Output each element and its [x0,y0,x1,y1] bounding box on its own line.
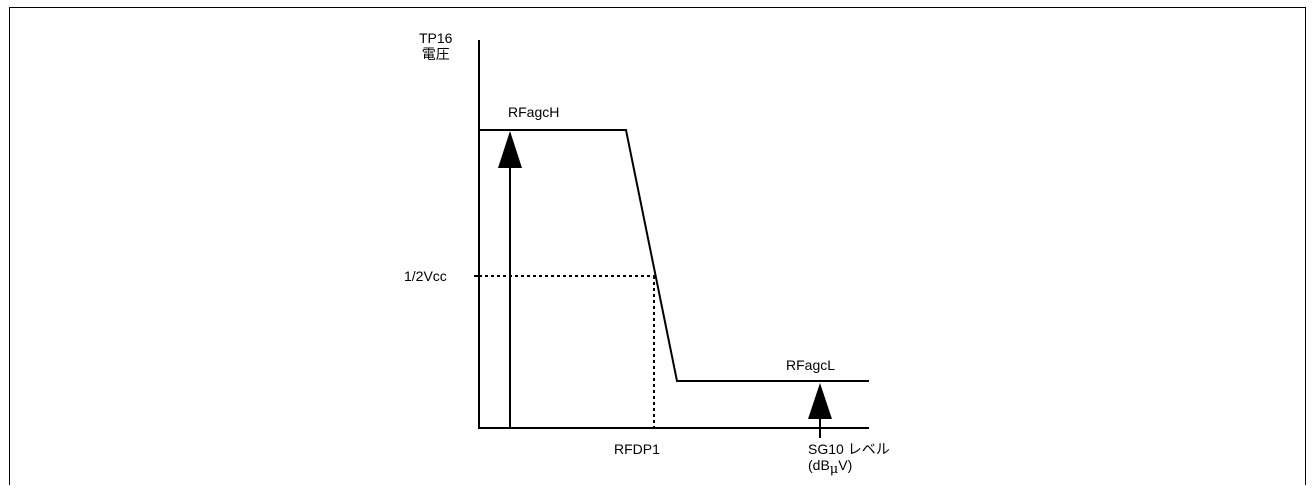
diagram-frame [9,7,1306,485]
y-axis-label: TP16 電圧 [419,30,452,62]
rfagcl-label: RFagcL [786,357,836,373]
rfdp1-label: RFDP1 [614,441,660,457]
rfagch-arrow-head [498,131,522,168]
x-axis-label-line2: (dBμV) [808,457,890,478]
x-axis-unit-mu: μ [829,462,839,477]
y-axis-label-line1: TP16 [419,30,453,46]
agc-curve [479,129,869,382]
half-vcc-label: 1/2Vcc [404,268,447,284]
x-axis-label: SG10 レベル (dBμV) [808,441,890,478]
y-axis-label-line2: 電圧 [421,46,450,62]
x-axis-unit-pre: (dB [808,457,830,473]
x-axis-label-line1: SG10 レベル [808,441,890,457]
rfagch-label: RFagcH [508,104,560,120]
x-axis-unit-post: V) [838,457,853,473]
rfagcl-arrow-head [808,383,832,419]
